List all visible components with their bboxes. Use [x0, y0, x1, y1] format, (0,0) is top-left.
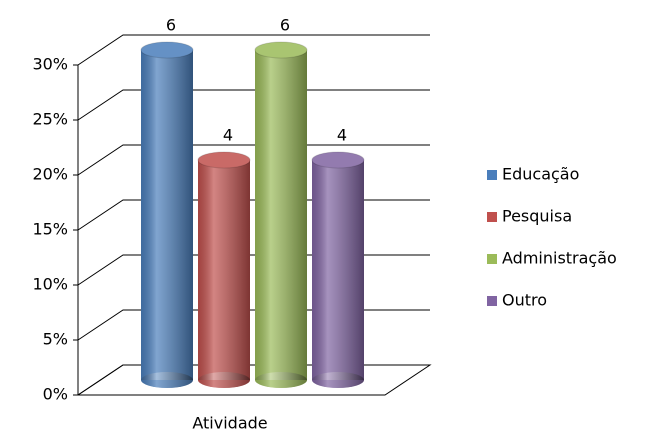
legend-label: Outro	[502, 291, 547, 310]
legend-label: Educação	[502, 165, 579, 184]
y-tick-label: 0%	[43, 385, 68, 404]
cylinder-top-light	[198, 152, 250, 168]
cylinder-top-light	[312, 152, 364, 168]
bar-shade	[141, 50, 193, 380]
grid-line	[77, 89, 430, 121]
cylinder-top-light	[141, 42, 193, 58]
y-tick-label: 30%	[32, 55, 68, 74]
grid-line	[77, 254, 430, 286]
cylinder	[254, 41, 308, 388]
data-label: 6	[166, 16, 176, 35]
legend-swatch	[487, 170, 497, 180]
y-tick-label: 25%	[32, 110, 68, 129]
grid-line	[77, 34, 430, 66]
legend-swatch	[487, 212, 497, 222]
bar-shade	[312, 160, 364, 380]
cylinder-top	[311, 151, 365, 169]
cylinder	[311, 151, 365, 388]
grid-line	[77, 364, 430, 396]
y-tick-label: 20%	[32, 165, 68, 184]
cylinder-top	[254, 41, 308, 59]
x-axis-label: Atividade	[192, 414, 267, 433]
legend-swatch	[487, 296, 497, 306]
data-label: 6	[280, 16, 290, 35]
y-tick-label: 10%	[32, 275, 68, 294]
cylinder	[140, 41, 194, 388]
cylinder-top	[140, 41, 194, 59]
legend-label: Administração	[502, 249, 617, 268]
legend-swatch	[487, 254, 497, 264]
data-label: 4	[223, 126, 233, 145]
floor	[76, 364, 432, 396]
bar-shade	[198, 160, 250, 380]
y-tick-label: 5%	[43, 330, 68, 349]
cylinder-top	[197, 151, 251, 169]
grid-line	[77, 144, 430, 176]
grid-line	[77, 199, 430, 231]
bar-shade	[255, 50, 307, 380]
y-tick-label: 15%	[32, 220, 68, 239]
cylinder-top-light	[255, 42, 307, 58]
cylinder	[197, 151, 251, 388]
data-label: 4	[337, 126, 347, 145]
legend-label: Pesquisa	[502, 207, 572, 226]
grid-line	[77, 309, 430, 341]
